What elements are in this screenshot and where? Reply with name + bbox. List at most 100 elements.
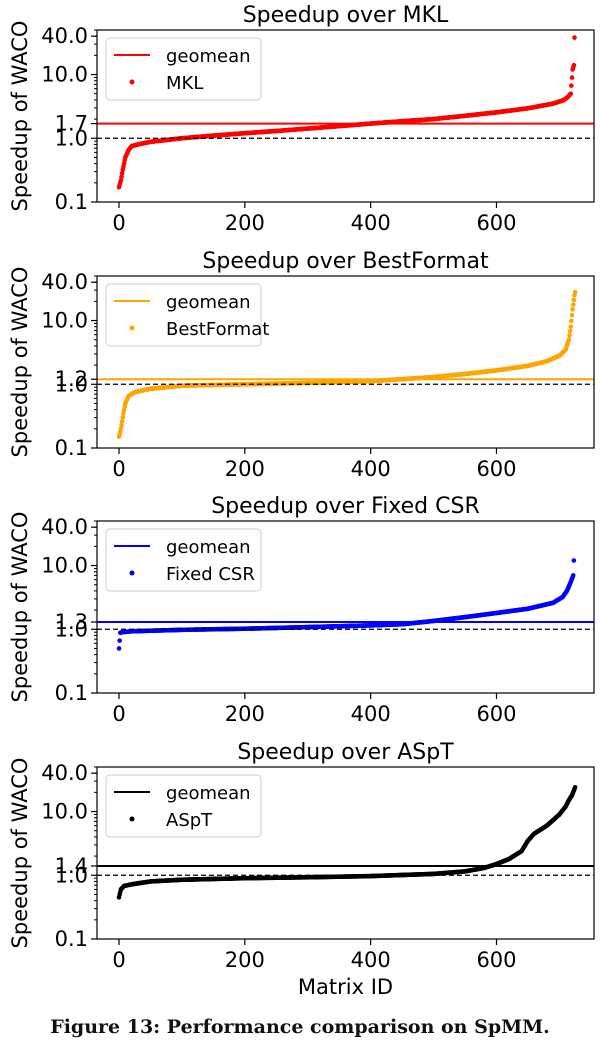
data-point (567, 333, 572, 338)
legend-label-series: ASpT (166, 810, 213, 831)
x-tick-label: 600 (476, 211, 516, 235)
chart-panel-4: Speedup over ASpT Speedup of WACO 0.1 1.01.… (8, 740, 595, 999)
legend-label-geomean: geomean (166, 537, 251, 558)
data-point (570, 573, 576, 578)
legend-label-series: BestFormat (166, 319, 269, 340)
data-point (116, 646, 122, 651)
y-tick-label: 40.0 (41, 24, 88, 48)
legend-box (105, 283, 262, 347)
plot-frame (96, 766, 595, 940)
data-point (567, 328, 573, 334)
data-point (119, 174, 124, 180)
chart-panel-3: Speedup over Fixed CSR Speedup of WACO 0.1… (8, 494, 595, 726)
x-tick-label: 200 (225, 948, 265, 972)
y-tick-label: 0.1 (55, 436, 88, 460)
legend-label-geomean: geomean (166, 46, 251, 67)
data-point (570, 302, 576, 307)
legend-point-swatch (129, 816, 135, 822)
legend: geomean Fixed CSR (105, 528, 262, 592)
data-point (119, 422, 124, 428)
y-tick-label: 1.4 (55, 854, 88, 878)
x-tick-label: 600 (476, 702, 516, 726)
y-tick-label: 0.1 (55, 927, 88, 951)
data-point (572, 289, 578, 295)
chart-title: Speedup over MKL (243, 3, 449, 28)
y-tick-label: 10.0 (41, 309, 88, 333)
chart-title: Speedup over Fixed CSR (211, 494, 480, 519)
data-point (117, 638, 122, 643)
x-tick-label: 400 (351, 948, 391, 972)
plot-frame (96, 29, 595, 203)
y-tick-label: 10.0 (41, 800, 88, 824)
data-point (572, 785, 578, 790)
data-point (568, 324, 574, 330)
legend: geomean MKL (105, 37, 262, 101)
legend-label-series: MKL (166, 73, 203, 94)
x-tick-label: 400 (351, 457, 391, 481)
x-tick-label: 600 (476, 948, 516, 972)
x-tick-label: 200 (225, 702, 265, 726)
data-point (569, 83, 574, 88)
data-point (571, 297, 577, 303)
y-tick-label: 40.0 (41, 270, 88, 294)
figure-caption: Figure 13: Performance comparison on SpM… (50, 1016, 550, 1038)
data-point (569, 318, 574, 324)
y-tick-label: 1.0 (55, 372, 88, 396)
legend-label-series: Fixed CSR (166, 564, 255, 585)
y-axis-label: Speedup of WACO (8, 758, 32, 949)
data-point (568, 91, 574, 97)
x-tick-label: 200 (225, 211, 265, 235)
y-axis-label: Speedup of WACO (8, 512, 32, 703)
y-tick-label: 1.0 (55, 126, 88, 150)
data-points (116, 35, 577, 190)
data-point (566, 337, 572, 343)
data-point (569, 312, 575, 318)
y-tick-label: 10.0 (41, 63, 88, 87)
y-tick-label: 40.0 (41, 515, 88, 539)
y-tick-label: 1.0 (55, 617, 88, 641)
x-tick-label: 400 (351, 211, 391, 235)
x-tick-label: 0 (112, 702, 125, 726)
x-tick-label: 0 (112, 211, 125, 235)
chart-panel-1: Speedup over MKL Speedup of WACO 0.1 1.01.7… (8, 3, 595, 235)
y-axis-label: Speedup of WACO (8, 267, 32, 458)
y-tick-label: 0.1 (55, 681, 88, 705)
legend-label-geomean: geomean (166, 783, 251, 804)
x-tick-label: 0 (112, 948, 125, 972)
data-point (119, 418, 125, 424)
x-tick-label: 0 (112, 457, 125, 481)
legend-box (105, 37, 262, 101)
plot-frame (96, 275, 595, 449)
legend-box (105, 774, 262, 838)
data-point (570, 307, 575, 312)
chart-panel-2: Speedup over BestFormat Speedup of WACO 0.… (8, 249, 595, 481)
legend: geomean BestFormat (105, 283, 269, 347)
legend-label-geomean: geomean (166, 292, 251, 313)
y-tick-label: 1.7 (55, 112, 88, 136)
legend-box (105, 528, 262, 592)
legend-point-swatch (129, 325, 135, 331)
y-tick-label: 1.3 (55, 610, 88, 634)
data-point (571, 62, 577, 68)
x-tick-label: 400 (351, 702, 391, 726)
x-axis-label: Matrix ID (298, 975, 393, 999)
legend-point-swatch (129, 570, 135, 576)
x-tick-label: 600 (476, 457, 516, 481)
data-point (119, 170, 125, 176)
y-tick-label: 10.0 (41, 554, 88, 578)
y-tick-label: 1.0 (55, 863, 88, 887)
x-tick-label: 200 (225, 457, 265, 481)
legend-point-swatch (129, 79, 135, 85)
legend: geomean ASpT (105, 774, 262, 838)
plot-frame (96, 520, 595, 694)
data-points (116, 558, 577, 651)
data-point (118, 177, 124, 183)
data-point (572, 35, 577, 40)
y-axis-label: Speedup of WACO (8, 21, 32, 212)
chart-title: Speedup over ASpT (237, 740, 454, 765)
chart-title: Speedup over BestFormat (202, 249, 489, 274)
data-point (571, 558, 577, 563)
y-tick-label: 0.1 (55, 190, 88, 214)
data-point (118, 426, 124, 432)
